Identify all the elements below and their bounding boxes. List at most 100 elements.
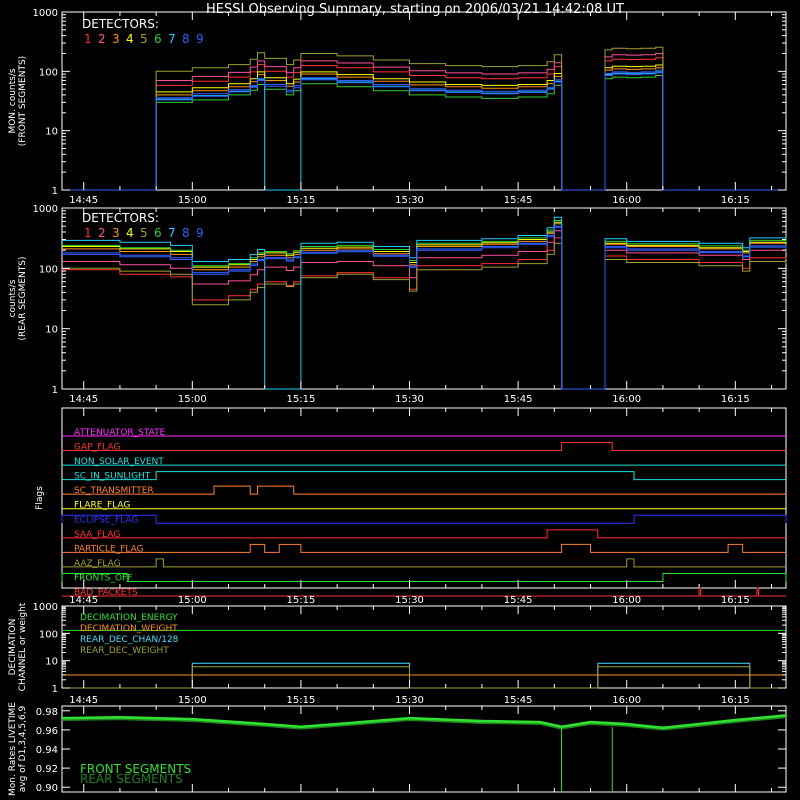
- flags-panel-flag-line-fronts-off: [61, 572, 787, 582]
- rear-panel-detector-number: 7: [168, 226, 176, 240]
- rear-panel-y-axis-label-line: counts/s: [8, 279, 18, 317]
- front-panel-y-axis-label-line: MON. counts/s: [8, 68, 18, 133]
- flags-panel-flag-label: FLARE_FLAG: [74, 501, 130, 511]
- flags-panel-flag-line-sc-transmitter: [62, 485, 786, 495]
- livetime-panel-y-axis-label-line: Mon. Rates LIVETIME: [8, 702, 18, 796]
- flags-panel-flag-label: BAD_PACKETS: [74, 588, 138, 598]
- livetime-panel-y-tick-label: 0.98: [36, 707, 58, 718]
- flags-panel-time-label: 15:00: [178, 595, 207, 606]
- flags-panel-flag-line-gap-flag: [62, 442, 786, 452]
- rear-panel-time-label: 15:15: [287, 394, 316, 405]
- front-panel-y-axis-label-line: (FRONT SEGMENTS): [18, 56, 28, 146]
- front-panel-detector-number: 6: [154, 32, 162, 46]
- decimation-panel-legend-entry: REAR_DEC_CHAN/128: [80, 635, 179, 645]
- rear-panel-y-axis-label: counts/s (REAR SEGMENTS): [8, 256, 28, 340]
- decimation-panel-y-tick-label: 1000: [33, 602, 58, 613]
- rear-panel-y-tick-label: 10: [45, 325, 58, 336]
- rear-panel-series-det-1: [62, 237, 787, 390]
- front-panel-time-label: 15:15: [287, 195, 316, 206]
- flags-panel-time-label: 14:45: [69, 595, 98, 606]
- flags-panel-time-label: 15:15: [287, 595, 316, 606]
- flags-panel-frame: [61, 407, 787, 589]
- rear-panel-y-tick-label: 100: [39, 264, 58, 275]
- rear-panel-frame: [61, 207, 787, 390]
- flags-panel-time-label: 15:30: [395, 595, 424, 606]
- livetime-panel-y-axis-label-line: avg of D1,3,4,5,6,9: [18, 705, 28, 792]
- flags-panel-flag-line-aaz-flag: [62, 558, 786, 568]
- front-panel-series-det-2: [62, 53, 786, 191]
- rear-panel-detector-number: 2: [98, 226, 106, 240]
- flags-panel-time-label: 15:45: [504, 595, 533, 606]
- livetime-panel-y-tick-label: 0.94: [36, 745, 58, 756]
- front-panel-detector-number: 7: [168, 32, 176, 46]
- decimation-panel-time-label: 16:00: [612, 695, 641, 706]
- flags-panel-flag-line-eclipse-flag: [61, 514, 787, 524]
- flags-panel-flag-label: ECLIPSE_FLAG: [74, 515, 138, 525]
- rear-panel-detector-number: 1: [84, 226, 92, 240]
- rear-panel-y-tick-label: 1000: [33, 204, 58, 215]
- decimation-panel-y-axis-label: DECIMATION CHANNEL or weight: [8, 602, 28, 691]
- decimation-panel-time-label: 15:15: [287, 695, 316, 706]
- front-panel-series-det-5: [62, 46, 786, 191]
- rear-panel-series-det-5: [62, 242, 787, 390]
- front-panel-detector-number: 8: [182, 32, 190, 46]
- flags-panel-flag-label: AAZ_FLAG: [74, 559, 121, 569]
- front-panel-frame: [61, 11, 787, 191]
- rear-panel-time-label: 14:45: [69, 394, 98, 405]
- front-panel-series-det-6: [62, 75, 786, 191]
- flags-panel-flag-label: ATTENUATOR_STATE: [74, 428, 166, 438]
- livetime-panel-series-rear: [61, 716, 787, 731]
- front-panel-time-label: 16:00: [612, 195, 641, 206]
- front-panel-y-tick-label: 1: [52, 186, 58, 197]
- decimation-panel-time-label: 15:00: [178, 695, 207, 706]
- decimation-panel-time-label: 15:45: [504, 695, 533, 706]
- flags-panel-flag-label: SAA_FLAG: [74, 530, 120, 540]
- rear-panel-time-label: 15:30: [395, 394, 424, 405]
- front-panel-time-label: 16:15: [721, 195, 750, 206]
- livetime-panel-y-tick-label: 0.90: [36, 783, 58, 794]
- rear-panel-time-label: 15:45: [504, 394, 533, 405]
- flags-panel-flag-label: SC_IN_SUNLIGHT: [74, 472, 151, 482]
- decimation-panel-time-label: 14:45: [69, 695, 98, 706]
- decimation-panel-y-tick-label: 10: [45, 657, 58, 668]
- flags-panel-y-axis-label: Flags: [35, 486, 45, 510]
- flags-panel-flag-label: PARTICLE_FLAG: [74, 544, 144, 554]
- livetime-panel-legend-entry: REAR SEGMENTS: [80, 772, 183, 786]
- rear-panel-detector-number: 4: [126, 226, 134, 240]
- rear-panel-time-label: 15:00: [178, 394, 207, 405]
- front-panel-detector-number: 1: [84, 32, 92, 46]
- decimation-panel-y-axis-label-line: DECIMATION: [8, 619, 18, 676]
- front-panel-time-label: 15:45: [504, 195, 533, 206]
- rear-panel-y-axis-label-line: (REAR SEGMENTS): [18, 256, 28, 340]
- front-panel-series-det-7: [62, 71, 786, 191]
- livetime-panel-series-front: [61, 714, 787, 730]
- decimation-panel-legend-entry: DECIMATION_ENERGY: [80, 613, 178, 623]
- front-panel-series-det-1: [62, 57, 786, 191]
- flags-panel-time-label: 16:15: [721, 595, 750, 606]
- rear-panel-y-tick-label: 1: [52, 385, 58, 396]
- rear-panel-series-det-2: [62, 230, 787, 390]
- front-panel-detector-number: 9: [196, 32, 204, 46]
- decimation-panel-legend-entry: DECIMATION_WEIGHT: [80, 624, 178, 634]
- front-panel-y-tick-label: 10: [45, 127, 58, 138]
- flags-panel-time-label: 16:00: [612, 595, 641, 606]
- flags-panel-flag-line-particle-flag: [62, 543, 786, 553]
- decimation-panel-series-rear-dec-weight: [62, 666, 786, 689]
- rear-panel-detectors-label: DETECTORS:: [82, 211, 159, 225]
- flags-panel-flag-line-saa-flag: [62, 529, 786, 539]
- decimation-panel-y-tick-label: 100: [39, 629, 58, 640]
- flags-panel-flag-line-sc-in-sunlight: [62, 471, 786, 481]
- rear-panel-detector-number: 8: [182, 226, 190, 240]
- flags-panel-flag-line-bad-packets: [62, 587, 786, 597]
- front-panel-y-axis-label: MON. counts/s (FRONT SEGMENTS): [8, 56, 28, 146]
- decimation-panel-y-tick-label: 1: [52, 684, 58, 695]
- front-panel-detectors-label: DETECTORS:: [82, 17, 159, 31]
- flags-panel-flag-label: FRONTS_OFF: [74, 573, 132, 583]
- flags-panel-y-axis-label-text: Flags: [35, 486, 45, 510]
- decimation-panel-y-axis-label-line: CHANNEL or weight: [18, 602, 28, 691]
- rear-panel-detector-number: 9: [196, 226, 204, 240]
- front-panel-detector-number: 4: [126, 32, 134, 46]
- chart-title: HESSI Observing Summary, starting on 200…: [206, 2, 624, 17]
- front-panel-series-det-3: [62, 67, 786, 191]
